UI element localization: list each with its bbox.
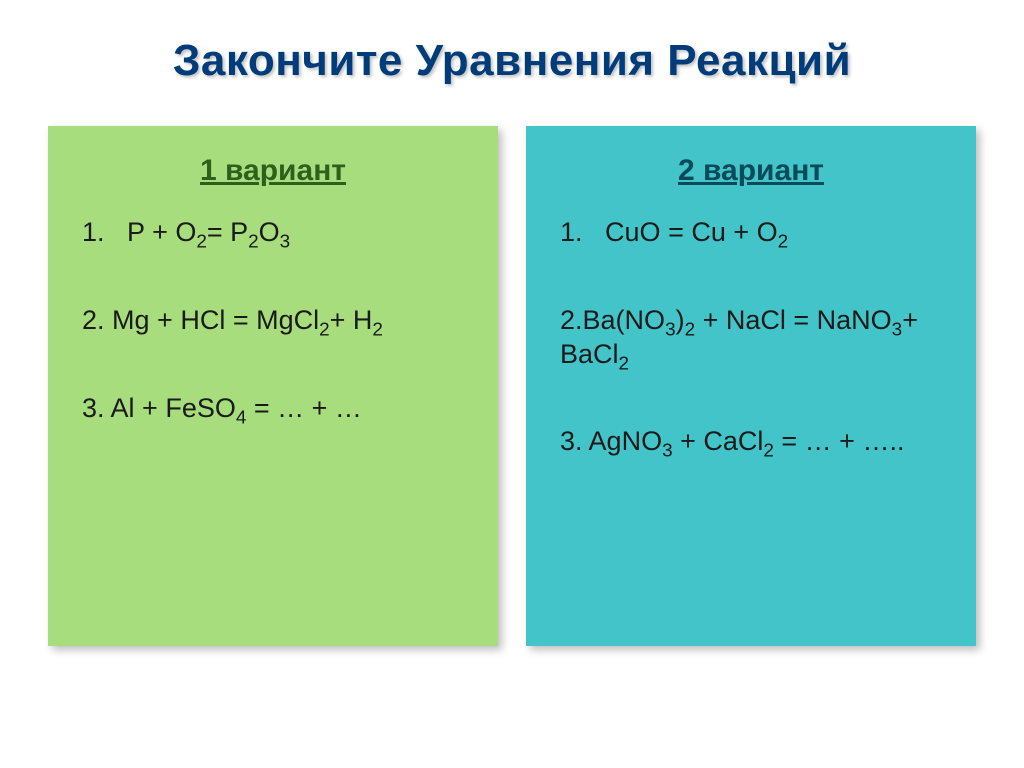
- equation: 1. CuO = Cu + O2: [560, 216, 948, 250]
- equation-number: 3.: [560, 426, 583, 456]
- equation-number: 3.: [82, 393, 105, 423]
- equation-body: Al + FeSO4 = … + …: [111, 393, 362, 423]
- equation: 2. Mg + HCl = MgCl2+ H2: [82, 304, 470, 338]
- variant-1-equations: 1. P + O2= P2O3 2. Mg + HCl = MgCl2+ H2 …: [76, 216, 470, 425]
- variant-1-card: 1 вариант 1. P + O2= P2O3 2. Mg + HCl = …: [48, 126, 498, 646]
- variant-2-card: 2 вариант 1. CuO = Cu + O2 2.Ba(NO3)2 + …: [526, 126, 976, 646]
- equation: 1. P + O2= P2O3: [82, 216, 470, 250]
- equation-body: Mg + HCl = MgCl2+ H2: [112, 305, 383, 335]
- equation-number: 1.: [82, 217, 105, 247]
- equation-body: AgNO3 + CaCl2 = … + …..: [589, 426, 905, 456]
- equation: 3. Al + FeSO4 = … + …: [82, 392, 470, 426]
- equation-number: 2.: [560, 305, 583, 335]
- equation: 3. AgNO3 + CaCl2 = … + …..: [560, 425, 948, 459]
- variant-1-heading: 1 вариант: [76, 154, 470, 188]
- columns: 1 вариант 1. P + O2= P2O3 2. Mg + HCl = …: [0, 126, 1024, 646]
- equation-number: 2.: [82, 305, 105, 335]
- variant-2-heading: 2 вариант: [554, 154, 948, 188]
- equation-body: Ba(NO3)2 + NaCl = NaNO3+ BaCl2: [560, 305, 918, 369]
- equation-number: 1.: [560, 217, 583, 247]
- slide: Закончите Уравнения Реакций 1 вариант 1.…: [0, 0, 1024, 768]
- slide-title: Закончите Уравнения Реакций: [0, 36, 1024, 86]
- variant-2-equations: 1. CuO = Cu + O2 2.Ba(NO3)2 + NaCl = NaN…: [554, 216, 948, 459]
- equation: 2.Ba(NO3)2 + NaCl = NaNO3+ BaCl2: [560, 304, 948, 372]
- equation-body: CuO = Cu + O2: [605, 217, 788, 247]
- equation-body: P + O2= P2O3: [127, 217, 290, 247]
